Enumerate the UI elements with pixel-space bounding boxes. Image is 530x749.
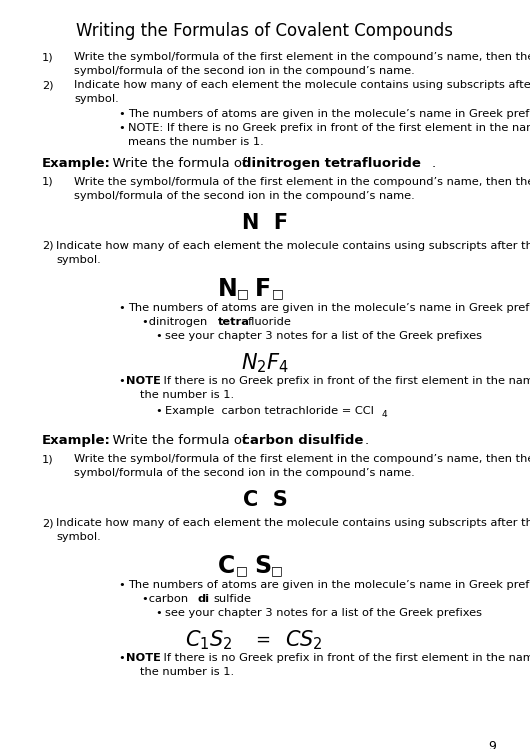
Text: tetra: tetra: [218, 317, 250, 327]
Text: Indicate how many of each element the molecule contains using subscripts after t: Indicate how many of each element the mo…: [56, 518, 530, 528]
Text: The numbers of atoms are given in the molecule’s name in Greek prefixes: The numbers of atoms are given in the mo…: [128, 109, 530, 119]
Text: symbol.: symbol.: [56, 532, 101, 542]
Text: 2): 2): [42, 80, 54, 90]
Text: symbol/formula of the second ion in the compound’s name.: symbol/formula of the second ion in the …: [74, 468, 415, 478]
Text: 9: 9: [488, 740, 496, 749]
Text: Writing the Formulas of Covalent Compounds: Writing the Formulas of Covalent Compoun…: [76, 22, 454, 40]
Text: •: •: [118, 580, 125, 590]
Text: 1): 1): [42, 52, 54, 62]
Text: the number is 1.: the number is 1.: [140, 667, 234, 677]
Text: C: C: [218, 554, 235, 578]
Text: see your chapter 3 notes for a list of the Greek prefixes: see your chapter 3 notes for a list of t…: [165, 331, 482, 341]
Text: Write the symbol/formula of the first element in the compound’s name, then the: Write the symbol/formula of the first el…: [74, 52, 530, 62]
Text: symbol/formula of the second ion in the compound’s name.: symbol/formula of the second ion in the …: [74, 191, 415, 201]
Text: Example:: Example:: [42, 157, 111, 170]
Text: •carbon: •carbon: [142, 594, 192, 604]
Text: N: N: [218, 277, 238, 301]
Text: Write the formula of: Write the formula of: [104, 157, 251, 170]
Text: •: •: [118, 123, 125, 133]
Text: Write the symbol/formula of the first element in the compound’s name, then the: Write the symbol/formula of the first el…: [74, 454, 530, 464]
Text: .: .: [432, 157, 436, 170]
Text: .: .: [365, 434, 369, 447]
Text: •: •: [118, 303, 125, 313]
Text: NOTE: NOTE: [126, 376, 161, 386]
Text: di: di: [198, 594, 210, 604]
Text: symbol.: symbol.: [56, 255, 101, 265]
Text: the number is 1.: the number is 1.: [140, 390, 234, 400]
Text: symbol.: symbol.: [74, 94, 119, 104]
Text: N  F: N F: [242, 213, 288, 233]
Text: 4: 4: [382, 410, 387, 419]
Text: $CS_2$: $CS_2$: [285, 628, 323, 652]
Text: The numbers of atoms are given in the molecule’s name in Greek prefixes.: The numbers of atoms are given in the mo…: [128, 303, 530, 313]
Text: : If there is no Greek prefix in front of the first element in the name, then: : If there is no Greek prefix in front o…: [156, 653, 530, 663]
Text: □: □: [272, 287, 284, 300]
Text: dinitrogen tetrafluoride: dinitrogen tetrafluoride: [242, 157, 421, 170]
Text: S: S: [254, 554, 271, 578]
Text: •: •: [155, 608, 162, 618]
Text: carbon disulfide: carbon disulfide: [242, 434, 364, 447]
Text: F: F: [255, 277, 271, 301]
Text: 1): 1): [42, 454, 54, 464]
Text: see your chapter 3 notes for a list of the Greek prefixes: see your chapter 3 notes for a list of t…: [165, 608, 482, 618]
Text: •: •: [118, 109, 125, 119]
Text: The numbers of atoms are given in the molecule’s name in Greek prefixes.: The numbers of atoms are given in the mo…: [128, 580, 530, 590]
Text: means the number is 1.: means the number is 1.: [128, 137, 264, 147]
Text: sulfide: sulfide: [213, 594, 251, 604]
Text: : If there is no Greek prefix in front of the first element in the name, then: : If there is no Greek prefix in front o…: [156, 376, 530, 386]
Text: Example:: Example:: [42, 434, 111, 447]
Text: □: □: [271, 564, 282, 577]
Text: •: •: [118, 653, 125, 663]
Text: 2): 2): [42, 518, 54, 528]
Text: •: •: [118, 376, 125, 386]
Text: $N_2F_4$: $N_2F_4$: [241, 351, 289, 374]
Text: □: □: [237, 287, 249, 300]
Text: fluoride: fluoride: [248, 317, 292, 327]
Text: =: =: [255, 631, 270, 649]
Text: Example  carbon tetrachloride = CCl: Example carbon tetrachloride = CCl: [165, 406, 374, 416]
Text: $C_1S_2$: $C_1S_2$: [185, 628, 233, 652]
Text: Write the symbol/formula of the first element in the compound’s name, then the: Write the symbol/formula of the first el…: [74, 177, 530, 187]
Text: 2): 2): [42, 241, 54, 251]
Text: C  S: C S: [243, 490, 287, 510]
Text: •dinitrogen: •dinitrogen: [142, 317, 211, 327]
Text: Write the formula of: Write the formula of: [104, 434, 251, 447]
Text: •: •: [155, 406, 162, 416]
Text: NOTE: NOTE: [126, 653, 161, 663]
Text: □: □: [236, 564, 248, 577]
Text: NOTE: If there is no Greek prefix in front of the first element in the name, tha: NOTE: If there is no Greek prefix in fro…: [128, 123, 530, 133]
Text: symbol/formula of the second ion in the compound’s name.: symbol/formula of the second ion in the …: [74, 66, 415, 76]
Text: Indicate how many of each element the molecule contains using subscripts after t: Indicate how many of each element the mo…: [74, 80, 530, 90]
Text: 1): 1): [42, 177, 54, 187]
Text: Indicate how many of each element the molecule contains using subscripts after t: Indicate how many of each element the mo…: [56, 241, 530, 251]
Text: •: •: [155, 331, 162, 341]
